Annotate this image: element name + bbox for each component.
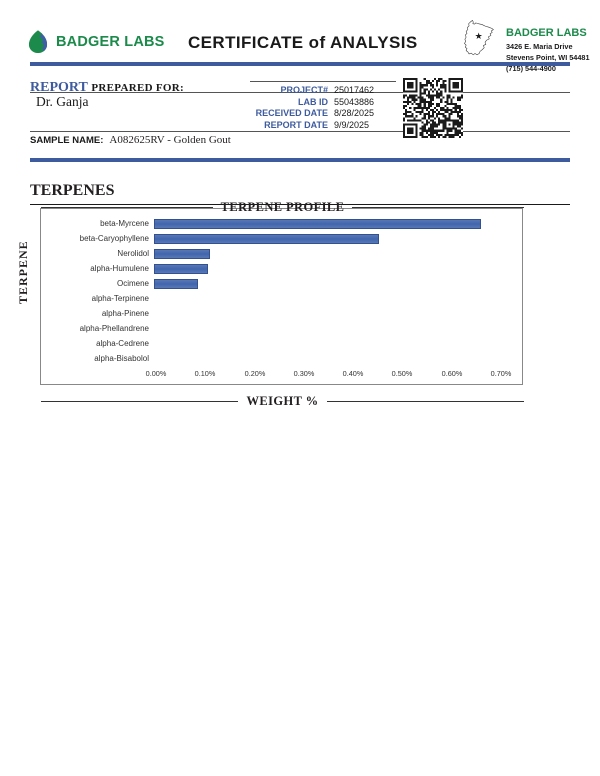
svg-text:★: ★ (475, 31, 483, 41)
